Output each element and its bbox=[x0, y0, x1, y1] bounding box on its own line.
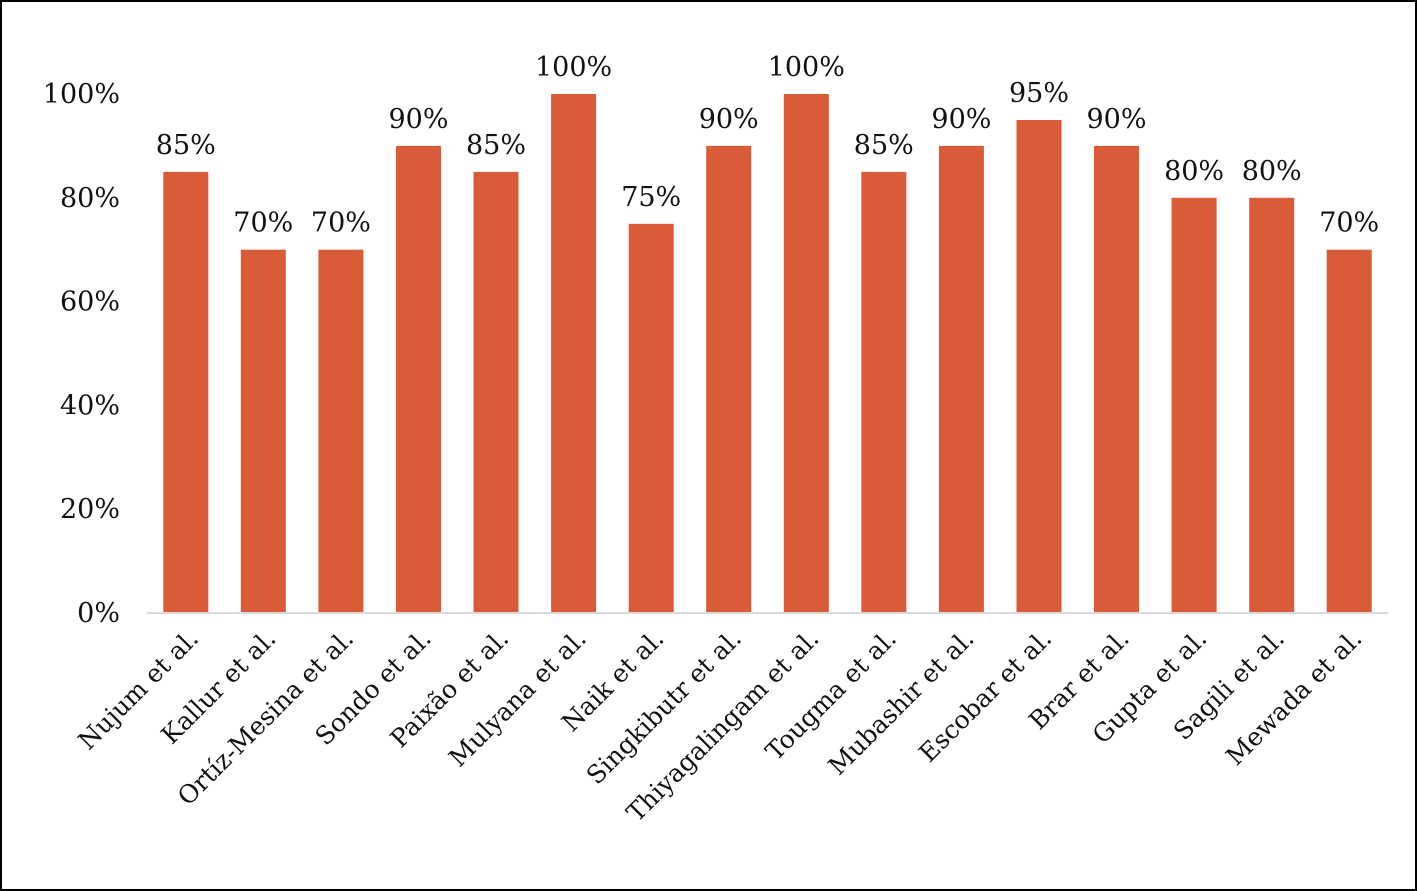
data-label: 90% bbox=[931, 104, 991, 135]
x-category-label: Mubashir et al. bbox=[823, 624, 980, 781]
bar bbox=[1326, 249, 1372, 613]
bar bbox=[396, 145, 441, 613]
data-label: 85% bbox=[156, 130, 216, 161]
x-category-label: Mulyana et al. bbox=[443, 624, 592, 773]
data-label: 70% bbox=[1319, 208, 1379, 239]
data-label: 100% bbox=[535, 52, 612, 83]
bar bbox=[938, 145, 984, 613]
data-label: 90% bbox=[1086, 104, 1146, 135]
y-tick-label: 40% bbox=[60, 390, 120, 421]
y-tick-label: 0% bbox=[77, 598, 120, 629]
data-label: 70% bbox=[233, 208, 293, 239]
bars bbox=[163, 94, 1372, 614]
data-label: 70% bbox=[311, 208, 371, 239]
y-axis-ticks: 0% 20% 40% 60% 80% 100% bbox=[43, 79, 120, 629]
bar bbox=[628, 223, 674, 614]
bar bbox=[1094, 145, 1139, 613]
data-label: 80% bbox=[1242, 156, 1302, 187]
y-tick-label: 80% bbox=[60, 183, 120, 214]
data-label: 85% bbox=[854, 130, 914, 161]
x-axis-category-labels: Nujum et al.Kallur et al.Ortíz-Mesina et… bbox=[72, 624, 1367, 828]
bar bbox=[783, 94, 829, 613]
bar bbox=[1249, 197, 1295, 614]
data-label: 100% bbox=[768, 52, 845, 83]
bar bbox=[1171, 197, 1217, 614]
x-category-label: Tougma et al. bbox=[760, 624, 902, 766]
bar bbox=[861, 171, 907, 613]
bar bbox=[163, 171, 209, 613]
data-labels: 85% 70% 70% 90% 85% 100% 75% 90% 100% 85% 90% 95% 90… bbox=[156, 52, 1379, 239]
bar bbox=[551, 94, 597, 613]
data-label: 75% bbox=[621, 182, 681, 213]
y-tick-label: 60% bbox=[60, 287, 120, 318]
x-category-label: Escobar et al. bbox=[913, 624, 1057, 768]
x-category-label: Mewada et al. bbox=[1220, 624, 1367, 771]
data-label: 95% bbox=[1009, 78, 1069, 109]
data-label: 85% bbox=[466, 130, 526, 161]
bar bbox=[473, 171, 519, 613]
data-label: 90% bbox=[388, 104, 448, 135]
data-label: 90% bbox=[699, 104, 759, 135]
y-tick-label: 20% bbox=[60, 494, 120, 525]
data-label: 80% bbox=[1164, 156, 1224, 187]
bar bbox=[706, 145, 752, 613]
bar bbox=[1016, 120, 1062, 613]
bar bbox=[318, 249, 364, 613]
y-tick-label: 100% bbox=[43, 79, 120, 110]
bar bbox=[240, 249, 286, 613]
